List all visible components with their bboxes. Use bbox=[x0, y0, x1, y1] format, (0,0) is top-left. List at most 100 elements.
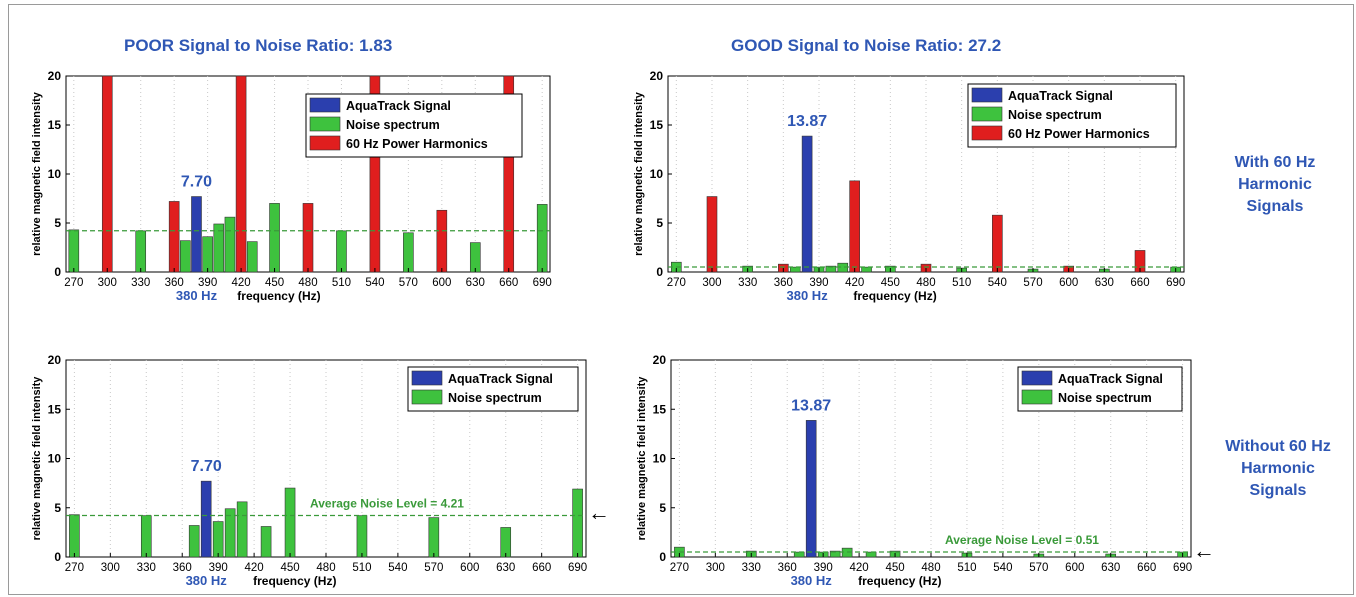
x-tick-label: 360 bbox=[173, 562, 192, 574]
signal-frequency-label: 380 Hz bbox=[791, 573, 833, 588]
x-tick-label: 330 bbox=[137, 562, 156, 574]
legend-entry: Noise spectrum bbox=[1058, 391, 1152, 405]
y-tick-label: 0 bbox=[659, 550, 666, 564]
signal-value-label: 7.70 bbox=[191, 458, 222, 475]
bar bbox=[336, 230, 347, 273]
legend-entry: Noise spectrum bbox=[1008, 108, 1102, 122]
without-harmonics-label: Without 60 Hz Harmonic Signals bbox=[1203, 436, 1353, 502]
y-tick-label: 15 bbox=[48, 402, 62, 416]
bar bbox=[236, 501, 248, 558]
x-axis-label: frequency (Hz) bbox=[237, 289, 320, 303]
x-tick-label: 540 bbox=[993, 562, 1012, 574]
y-axis-label: relative magnetic field intensity bbox=[636, 376, 648, 541]
bar bbox=[829, 550, 841, 558]
y-tick-label: 10 bbox=[48, 167, 62, 181]
x-tick-label: 570 bbox=[1023, 277, 1042, 289]
bar bbox=[500, 527, 512, 558]
chart-bottom-right: Average Noise Level = 0.51 270 300 330 360 39… bbox=[636, 353, 1192, 588]
bar bbox=[213, 223, 225, 273]
bar bbox=[68, 229, 80, 273]
legend-entry: 60 Hz Power Harmonics bbox=[1008, 127, 1150, 141]
bar bbox=[101, 75, 113, 273]
bar bbox=[805, 420, 817, 558]
legend-entry: AquaTrack Signal bbox=[346, 99, 451, 113]
x-tick-label: 390 bbox=[198, 277, 217, 289]
good-snr-title: GOOD Signal to Noise Ratio: 27.2 bbox=[731, 36, 1002, 55]
x-tick-label: 690 bbox=[1173, 562, 1192, 574]
with-harmonics-line-1: With 60 Hz bbox=[1234, 154, 1316, 171]
avg-noise-label: Average Noise Level = 4.21 bbox=[310, 497, 464, 511]
with-harmonics-line-3: Signals bbox=[1246, 198, 1304, 215]
x-tick-label: 420 bbox=[845, 277, 864, 289]
y-tick-label: 20 bbox=[650, 69, 664, 83]
x-tick-label: 300 bbox=[706, 562, 725, 574]
legend-entry: AquaTrack Signal bbox=[1008, 89, 1113, 103]
x-tick-label: 690 bbox=[568, 562, 587, 574]
bar bbox=[212, 521, 224, 558]
x-tick-label: 540 bbox=[388, 562, 407, 574]
y-tick-label: 5 bbox=[54, 216, 61, 230]
x-tick-label: 510 bbox=[332, 277, 351, 289]
x-tick-label: 300 bbox=[98, 277, 117, 289]
legend-swatch bbox=[1021, 389, 1053, 405]
x-tick-label: 510 bbox=[352, 562, 371, 574]
bar bbox=[135, 230, 147, 273]
legend-swatch bbox=[309, 135, 341, 151]
x-tick-label: 600 bbox=[432, 277, 451, 289]
bar bbox=[825, 265, 837, 273]
x-tick-label: 510 bbox=[957, 562, 976, 574]
chart-top-left: 270 300 330 360 390 420 450 480 510 540 570 600 630 6… bbox=[31, 69, 552, 303]
bar bbox=[302, 203, 314, 273]
x-tick-label: 330 bbox=[742, 562, 761, 574]
signal-frequency-label: 380 Hz bbox=[787, 288, 829, 303]
bar bbox=[224, 216, 236, 273]
legend-swatch bbox=[1021, 370, 1053, 386]
signal-value-label: 7.70 bbox=[181, 174, 212, 191]
bar bbox=[536, 204, 548, 273]
legend-entry: Noise spectrum bbox=[448, 391, 542, 405]
bar bbox=[200, 480, 212, 558]
avg-noise-arrow-left: ← bbox=[588, 500, 610, 525]
bar bbox=[793, 551, 805, 558]
x-tick-label: 660 bbox=[499, 277, 518, 289]
x-tick-label: 270 bbox=[667, 277, 686, 289]
signal-frequency-label: 380 Hz bbox=[176, 288, 218, 303]
x-tick-label: 510 bbox=[952, 277, 971, 289]
with-harmonics-label: With 60 Hz Harmonic Signals bbox=[1200, 152, 1350, 218]
legend-swatch bbox=[411, 389, 443, 405]
chart-bottom-left: Average Noise Level = 4.21 270 300 330 360 39… bbox=[31, 353, 587, 588]
y-tick-label: 5 bbox=[659, 501, 666, 515]
bar bbox=[284, 487, 296, 558]
legend-swatch bbox=[309, 116, 341, 132]
x-tick-label: 600 bbox=[460, 562, 479, 574]
x-axis-label: frequency (Hz) bbox=[858, 574, 941, 588]
y-tick-label: 10 bbox=[48, 452, 62, 466]
legend-swatch bbox=[971, 87, 1003, 103]
x-axis-label: frequency (Hz) bbox=[853, 289, 936, 303]
x-tick-label: 360 bbox=[778, 562, 797, 574]
bar bbox=[801, 135, 813, 273]
x-tick-label: 420 bbox=[850, 562, 869, 574]
x-tick-label: 390 bbox=[809, 277, 828, 289]
x-tick-label: 420 bbox=[231, 277, 250, 289]
poor-snr-title: POOR Signal to Noise Ratio: 1.83 bbox=[124, 36, 393, 55]
x-tick-label: 660 bbox=[532, 562, 551, 574]
x-tick-label: 570 bbox=[424, 562, 443, 574]
bar bbox=[260, 526, 272, 558]
bar bbox=[202, 236, 213, 273]
x-tick-label: 270 bbox=[670, 562, 689, 574]
x-tick-label: 480 bbox=[298, 277, 317, 289]
x-tick-label: 300 bbox=[702, 277, 721, 289]
legend-swatch bbox=[309, 97, 341, 113]
y-tick-label: 5 bbox=[54, 501, 61, 515]
bar bbox=[789, 266, 801, 273]
bar bbox=[469, 242, 481, 273]
signal-frequency-label: 380 Hz bbox=[186, 573, 228, 588]
avg-noise-arrow-right: ← bbox=[1193, 538, 1215, 563]
x-tick-label: 450 bbox=[280, 562, 299, 574]
y-tick-label: 0 bbox=[54, 550, 61, 564]
bar bbox=[436, 209, 448, 273]
legend-entry: AquaTrack Signal bbox=[1058, 372, 1163, 386]
x-tick-label: 630 bbox=[1101, 562, 1120, 574]
